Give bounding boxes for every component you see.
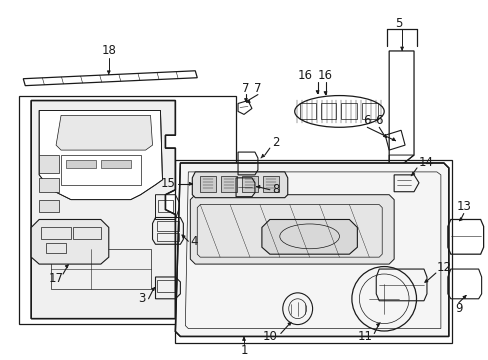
Polygon shape bbox=[262, 220, 357, 254]
Bar bbox=[39, 200, 59, 212]
Polygon shape bbox=[190, 195, 393, 264]
Text: 7: 7 bbox=[254, 82, 261, 95]
Bar bbox=[19, 95, 236, 324]
Bar bbox=[341, 103, 357, 120]
Bar bbox=[39, 155, 59, 173]
Text: 6: 6 bbox=[375, 114, 382, 127]
Text: 10: 10 bbox=[263, 330, 277, 343]
Bar bbox=[158, 200, 173, 212]
Text: 13: 13 bbox=[455, 200, 470, 213]
Bar bbox=[39, 178, 59, 192]
Bar bbox=[157, 280, 175, 292]
Polygon shape bbox=[39, 111, 162, 200]
Bar bbox=[200, 176, 216, 192]
Text: 14: 14 bbox=[418, 157, 433, 170]
Text: 18: 18 bbox=[101, 44, 116, 58]
Text: 2: 2 bbox=[271, 136, 279, 149]
Bar bbox=[41, 228, 71, 239]
Polygon shape bbox=[175, 163, 448, 337]
Bar bbox=[299, 103, 315, 120]
Polygon shape bbox=[31, 100, 175, 319]
Text: 4: 4 bbox=[190, 235, 198, 248]
Text: 16: 16 bbox=[298, 69, 312, 82]
Bar bbox=[51, 249, 150, 289]
Bar bbox=[61, 155, 141, 185]
Text: 7: 7 bbox=[242, 82, 249, 95]
Bar bbox=[242, 176, 257, 192]
Bar bbox=[157, 221, 179, 231]
Bar bbox=[320, 103, 336, 120]
Text: 5: 5 bbox=[395, 17, 402, 30]
Polygon shape bbox=[192, 172, 287, 198]
Text: 11: 11 bbox=[357, 330, 372, 343]
Bar bbox=[66, 160, 96, 168]
Text: 1: 1 bbox=[240, 344, 247, 357]
Text: 16: 16 bbox=[317, 69, 332, 82]
Text: 12: 12 bbox=[436, 261, 451, 274]
Bar bbox=[175, 160, 451, 343]
Text: 3: 3 bbox=[138, 292, 145, 305]
Text: 15: 15 bbox=[160, 177, 175, 190]
Bar bbox=[46, 243, 66, 253]
Text: 6: 6 bbox=[363, 114, 370, 127]
Bar bbox=[101, 160, 130, 168]
Bar bbox=[157, 233, 179, 241]
Text: 17: 17 bbox=[48, 273, 63, 285]
Bar bbox=[362, 103, 377, 120]
Bar bbox=[263, 176, 278, 192]
Polygon shape bbox=[31, 220, 108, 264]
Text: 9: 9 bbox=[454, 302, 462, 315]
Text: 8: 8 bbox=[271, 183, 279, 196]
Polygon shape bbox=[56, 116, 152, 150]
Bar bbox=[221, 176, 237, 192]
Bar bbox=[73, 228, 101, 239]
